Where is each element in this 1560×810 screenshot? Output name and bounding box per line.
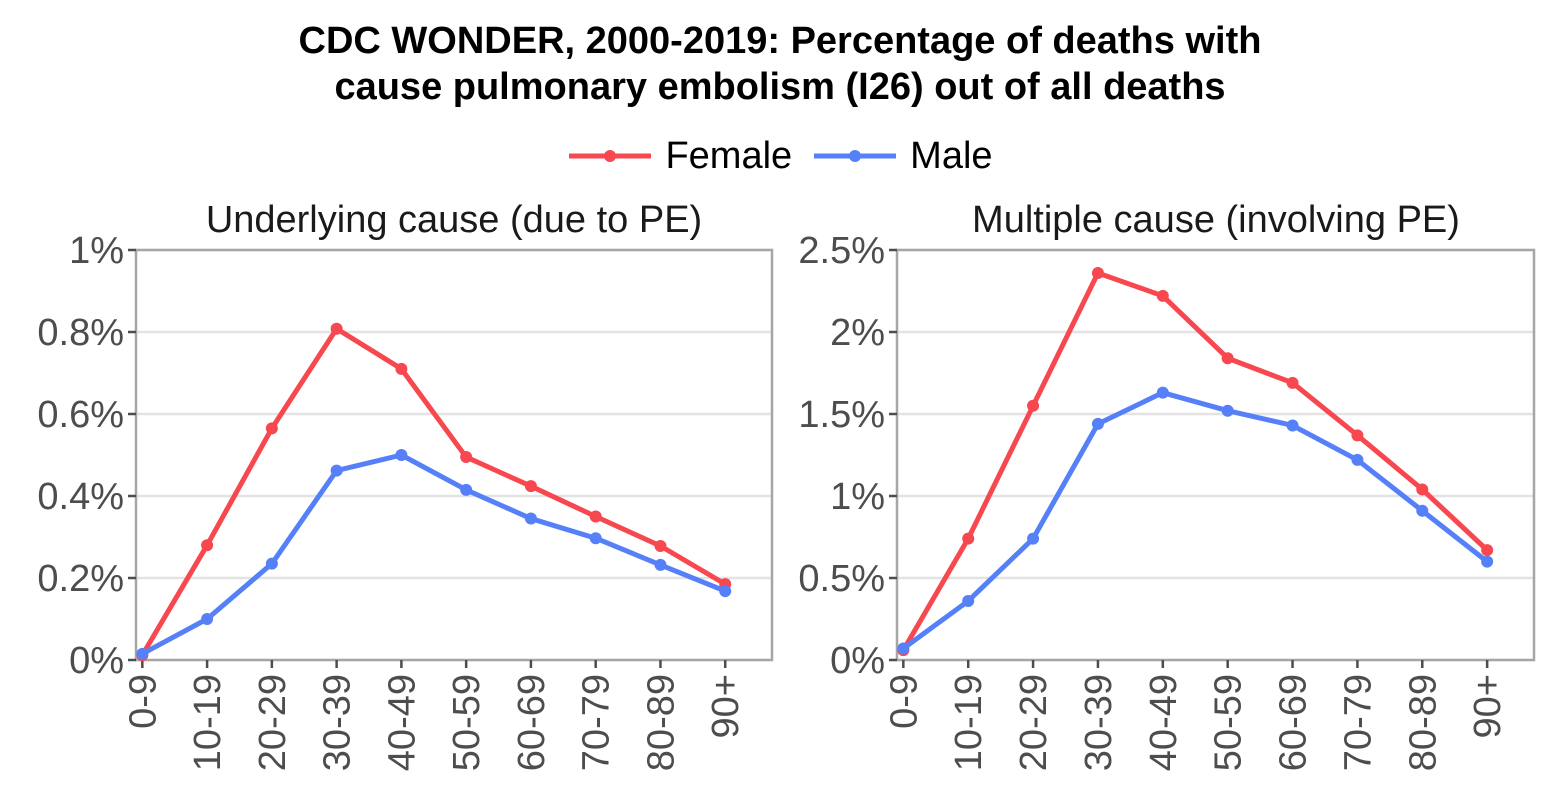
x-tick-label-2-5: 50-59 bbox=[1208, 674, 1250, 771]
y-tick-label-2-5: 2.5% bbox=[798, 230, 885, 272]
y-tick-label-1-1: 0.2% bbox=[37, 558, 124, 600]
y-tick-label-2-1: 0.5% bbox=[798, 558, 885, 600]
point-female-2-2 bbox=[1027, 399, 1040, 412]
series-line-female-1 bbox=[140, 326, 727, 657]
x-tick-label-1-5: 50-59 bbox=[446, 674, 488, 771]
legend-male-swatch bbox=[814, 150, 897, 162]
legend-item-female: Female bbox=[567, 135, 792, 178]
legend-female-swatch bbox=[569, 150, 652, 162]
y-tick-label-2-4: 2% bbox=[830, 312, 885, 354]
x-tick-label-2-9: 90+ bbox=[1467, 674, 1509, 738]
legend-item-male: Male bbox=[812, 134, 993, 178]
x-tick-label-1-7: 70-79 bbox=[576, 674, 618, 771]
point-male-1-6 bbox=[524, 512, 537, 525]
point-male-2-2 bbox=[1027, 532, 1040, 545]
chart-title-line-2: cause pulmonary embolism (I26) out of al… bbox=[334, 66, 1226, 108]
point-female-1-8 bbox=[654, 540, 667, 553]
y-tick-label-1-0: 0% bbox=[69, 640, 124, 682]
y-tick-label-1-3: 0.6% bbox=[37, 394, 124, 436]
point-male-1-9 bbox=[719, 585, 732, 598]
chart-title-line-1: CDC WONDER, 2000-2019: Percentage of dea… bbox=[298, 20, 1262, 62]
panel-border-2 bbox=[895, 248, 1536, 662]
legend-male-label: Male bbox=[910, 134, 993, 177]
point-male-2-0 bbox=[897, 642, 910, 655]
point-female-2-8 bbox=[1416, 483, 1429, 496]
point-male-2-9 bbox=[1481, 555, 1494, 568]
point-male-1-1 bbox=[201, 613, 214, 625]
x-tick-label-1-2: 20-29 bbox=[252, 674, 294, 771]
y-tick-label-1-2: 0.4% bbox=[37, 476, 124, 518]
point-female-1-6 bbox=[524, 480, 537, 493]
point-male-2-6 bbox=[1286, 419, 1299, 432]
point-female-2-1 bbox=[962, 532, 975, 545]
x-tick-label-2-0: 0-9 bbox=[883, 674, 925, 729]
x-tick-label-1-8: 80-89 bbox=[640, 674, 682, 771]
x-tick-label-2-3: 30-39 bbox=[1078, 674, 1120, 771]
x-tick-label-1-1: 10-19 bbox=[187, 674, 229, 771]
x-tick-label-1-6: 60-69 bbox=[511, 674, 553, 771]
legend: Female Male bbox=[0, 132, 1560, 180]
y-tick-label-1-5: 1% bbox=[69, 230, 124, 272]
y-tick-label-2-3: 1.5% bbox=[798, 394, 885, 436]
point-male-1-2 bbox=[265, 557, 278, 570]
series-line-male-2 bbox=[901, 390, 1489, 651]
y-tick-label-1-4: 0.8% bbox=[37, 312, 124, 354]
point-female-1-1 bbox=[201, 539, 214, 552]
y-tick-label-2-0: 0% bbox=[830, 640, 885, 682]
point-female-2-5 bbox=[1221, 352, 1234, 365]
point-male-1-4 bbox=[395, 449, 408, 461]
x-tick-label-2-1: 10-19 bbox=[948, 674, 990, 771]
panel-title-1: Underlying cause (due to PE) bbox=[206, 199, 702, 241]
point-female-2-4 bbox=[1156, 289, 1169, 302]
point-female-2-7 bbox=[1351, 429, 1364, 442]
legend-male-marker bbox=[849, 150, 862, 162]
point-male-2-8 bbox=[1416, 504, 1429, 517]
panel-border-1 bbox=[134, 248, 774, 662]
x-tick-label-1-0: 0-9 bbox=[122, 674, 164, 729]
point-female-2-3 bbox=[1091, 266, 1104, 279]
series-line-male-1 bbox=[141, 452, 727, 657]
point-male-2-4 bbox=[1156, 386, 1169, 399]
x-tick-label-2-7: 70-79 bbox=[1337, 674, 1379, 771]
point-male-2-5 bbox=[1221, 404, 1234, 417]
point-female-1-5 bbox=[460, 451, 473, 464]
chart-title: CDC WONDER, 2000-2019: Percentage of dea… bbox=[0, 18, 1560, 110]
point-male-1-7 bbox=[589, 532, 602, 545]
point-male-1-8 bbox=[654, 558, 667, 571]
x-tick-label-1-4: 40-49 bbox=[381, 674, 423, 771]
series-line-female-2 bbox=[901, 270, 1489, 652]
x-tick-label-2-4: 40-49 bbox=[1143, 674, 1185, 771]
x-tick-label-1-3: 30-39 bbox=[317, 674, 359, 771]
y-tick-label-2-2: 1% bbox=[830, 476, 885, 518]
x-tick-label-2-6: 60-69 bbox=[1273, 674, 1315, 771]
legend-female-label: Female bbox=[665, 134, 793, 177]
point-female-1-2 bbox=[265, 422, 278, 435]
point-female-1-7 bbox=[589, 510, 602, 523]
point-male-1-5 bbox=[460, 483, 473, 496]
point-male-2-7 bbox=[1351, 453, 1364, 466]
point-male-2-1 bbox=[962, 594, 975, 607]
x-tick-label-2-2: 20-29 bbox=[1013, 674, 1055, 771]
point-male-2-3 bbox=[1091, 417, 1104, 430]
point-female-1-3 bbox=[330, 322, 343, 335]
legend-female-marker bbox=[604, 150, 617, 162]
x-tick-label-2-8: 80-89 bbox=[1402, 674, 1444, 771]
point-female-2-6 bbox=[1286, 376, 1299, 389]
x-tick-label-1-9: 90+ bbox=[705, 674, 747, 738]
point-male-1-0 bbox=[136, 647, 149, 660]
panel-title-2: Multiple cause (involving PE) bbox=[972, 199, 1460, 241]
point-female-1-4 bbox=[395, 362, 408, 375]
point-male-1-3 bbox=[330, 464, 343, 477]
point-female-2-9 bbox=[1481, 544, 1494, 557]
